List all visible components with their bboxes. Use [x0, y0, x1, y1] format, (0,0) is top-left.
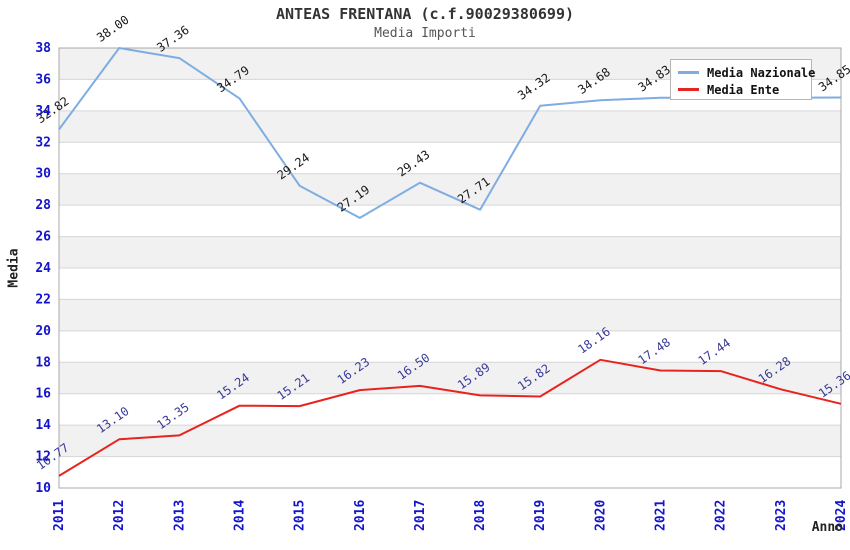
y-tick-label: 36 [35, 72, 51, 87]
y-axis-title: Media [6, 248, 22, 288]
series-line-media-ente [58, 358, 842, 477]
plot-border [58, 47, 842, 489]
x-tick-label: 2023 [774, 500, 789, 531]
x-tick-label: 2019 [533, 500, 548, 531]
y-tick-label: 16 [35, 387, 51, 402]
chart-subtitle: Media Importi [374, 26, 476, 41]
media-ente-line-swatch-icon [678, 88, 699, 91]
plot-band [59, 173, 841, 206]
y-tick-label: 20 [35, 324, 51, 339]
x-tick-label: 2022 [714, 500, 729, 531]
x-tick-label: 2015 [293, 500, 308, 531]
plot-band [59, 299, 841, 331]
x-tick-label: 2024 [834, 500, 849, 531]
x-tick-label: 2014 [232, 500, 247, 531]
x-tick-label: 2018 [473, 500, 488, 531]
x-tick-label: 2013 [172, 500, 187, 531]
plot-band [59, 362, 841, 394]
y-tick-label: 30 [35, 167, 51, 182]
x-tick-label: 2011 [52, 500, 67, 531]
y-tick-label: 24 [35, 261, 51, 276]
y-tick-label: 22 [35, 292, 51, 307]
x-tick-label: 2012 [112, 500, 127, 531]
y-tick-label: 26 [35, 230, 51, 245]
x-tick-label: 2017 [413, 500, 428, 531]
y-tick-label: 34 [35, 104, 51, 119]
y-tick-label: 14 [35, 418, 51, 433]
data-label: 38.00 [94, 13, 132, 45]
plot-band [59, 425, 841, 457]
legend-label: Media Ente [707, 82, 780, 97]
legend-label: Media Nazionale [707, 65, 816, 80]
chart-title: ANTEAS FRENTANA (c.f.90029380699) [275, 5, 574, 23]
x-tick-label: 2016 [353, 500, 368, 531]
legend-item-media-nazionale: Media Nazionale [671, 64, 815, 81]
y-tick-label: 32 [35, 135, 51, 150]
plot-band [59, 236, 841, 268]
y-tick-label: 12 [35, 450, 51, 465]
y-tick-label: 18 [35, 355, 51, 370]
legend-item-media-ente: Media Ente [671, 81, 811, 98]
x-tick-label: 2020 [593, 500, 608, 531]
plot-band [59, 110, 841, 143]
y-tick-label: 10 [35, 481, 51, 496]
legend-box: Media Nazionale Media Ente [670, 59, 815, 100]
y-tick-label: 38 [35, 41, 51, 56]
x-tick-label: 2021 [654, 500, 669, 531]
y-tick-label: 28 [35, 198, 51, 213]
media-nazionale-line-swatch-icon [678, 71, 699, 74]
x-axis-title: Anno [811, 520, 843, 535]
